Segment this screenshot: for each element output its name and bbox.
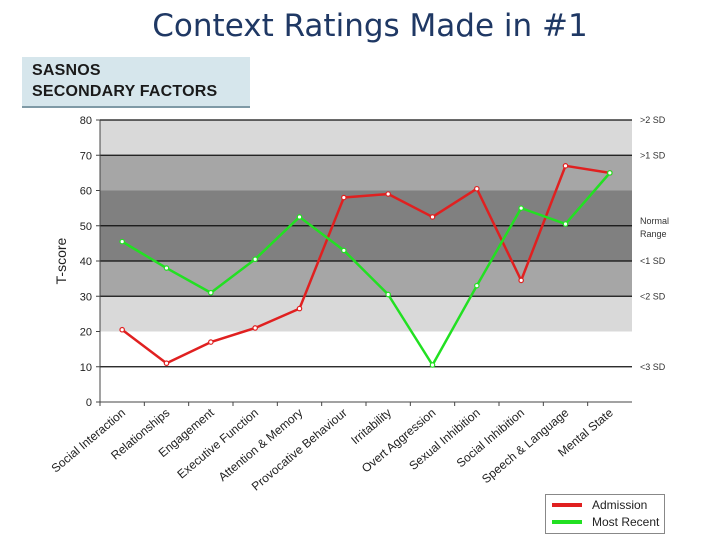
- data-point-s1-1: [163, 265, 170, 271]
- ref-label-2-a: Normal: [640, 216, 669, 226]
- y-tick-label-1: 10: [80, 362, 92, 374]
- ref-label-2-b: Range: [640, 229, 667, 239]
- data-point-s0-5: [341, 194, 347, 201]
- y-tick-label-2: 20: [80, 327, 92, 339]
- data-point-s1-6: [385, 291, 391, 298]
- chart-header-box: SASNOS SECONDARY FACTORS: [22, 57, 250, 108]
- data-point-s1-2: [208, 289, 214, 296]
- data-point-s0-4: [296, 305, 303, 312]
- ref-label-0: >2 SD: [640, 115, 666, 125]
- data-point-s0-2: [208, 339, 214, 345]
- data-point-s1-10: [562, 221, 569, 227]
- y-tick-label-3: 30: [80, 291, 92, 303]
- legend-item-most-recent: Most Recent: [552, 514, 659, 530]
- data-point-s1-5: [341, 247, 347, 254]
- chart-header-line-1: SASNOS: [32, 62, 101, 79]
- legend-label-most-recent: Most Recent: [592, 515, 660, 529]
- data-point-s1-7: [429, 362, 436, 368]
- data-point-s1-0: [119, 238, 125, 245]
- y-tick-label-4: 40: [80, 256, 92, 268]
- band-0: [100, 331, 632, 367]
- data-point-s1-4: [296, 214, 303, 220]
- x-tick-label-7: Overt Aggression: [359, 406, 439, 476]
- data-point-s0-0: [119, 326, 125, 333]
- y-tick-label-0: 0: [86, 397, 92, 409]
- data-point-s1-11: [607, 170, 613, 176]
- ref-label-3: <1 SD: [640, 256, 666, 266]
- ref-label-4: <2 SD: [640, 291, 666, 301]
- legend-item-admission: Admission: [552, 497, 647, 513]
- y-tick-label-7: 70: [80, 150, 92, 162]
- data-point-s0-8: [474, 185, 480, 192]
- data-point-s0-6: [385, 191, 391, 197]
- ref-label-5: <3 SD: [640, 362, 666, 372]
- band-5: [100, 120, 632, 156]
- band-4: [100, 155, 632, 191]
- data-point-s0-9: [518, 277, 524, 284]
- y-tick-label-8: 80: [80, 115, 92, 127]
- y-tick-label-5: 50: [80, 221, 92, 233]
- data-point-s0-10: [562, 163, 569, 169]
- y-tick-label-6: 60: [80, 186, 92, 198]
- legend-swatch-most-recent: [552, 520, 582, 524]
- x-tick-label-0: Social Interaction: [49, 406, 129, 476]
- data-point-s1-9: [518, 205, 524, 211]
- chart-header-line-2: SECONDARY FACTORS: [32, 83, 218, 100]
- legend-label-admission: Admission: [592, 498, 648, 512]
- band-1: [100, 296, 632, 332]
- x-tick-label-3: Executive Function: [174, 406, 261, 482]
- data-point-s0-3: [252, 325, 258, 331]
- data-point-s1-8: [474, 282, 480, 289]
- legend-swatch-admission: [552, 503, 582, 507]
- data-point-s0-1: [163, 360, 170, 367]
- band-2: [100, 261, 632, 297]
- ref-label-1: >1 SD: [640, 150, 666, 160]
- data-point-s1-3: [252, 256, 258, 263]
- page-title: Context Ratings Made in #1: [152, 8, 588, 44]
- chart-legend: Admission Most Recent: [545, 494, 665, 534]
- series-line-1: [121, 172, 611, 367]
- series-line-0: [121, 164, 611, 365]
- data-point-s0-7: [429, 214, 436, 220]
- y-axis-label: T-score: [53, 237, 69, 284]
